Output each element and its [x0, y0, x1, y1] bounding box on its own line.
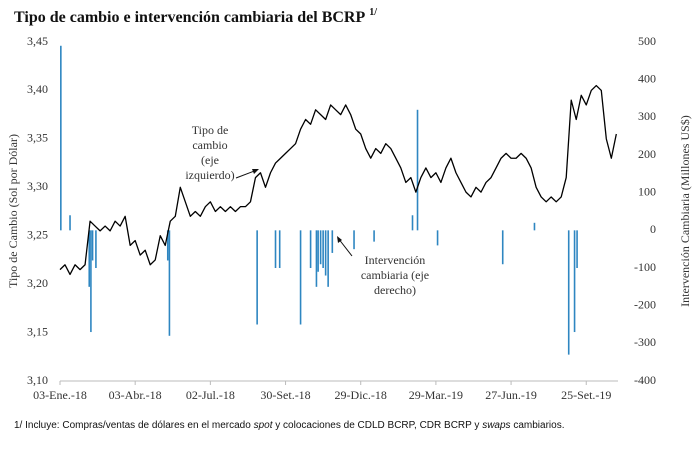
- bar: [501, 230, 504, 265]
- y2-tick-label: -200: [634, 297, 656, 311]
- bar: [90, 230, 92, 333]
- annotation-line: Tipo de: [192, 123, 229, 137]
- bar: [60, 45, 62, 231]
- bar: [322, 230, 324, 268]
- y-axis-label: Tipo de Cambio (Sol por Dólar): [6, 134, 20, 288]
- x-tick-label: 29-Mar.-19: [409, 388, 463, 402]
- footnote-part: y colocaciones de CDLD BCRP, CDR BCRP y: [272, 420, 482, 431]
- y2-tick-label: -100: [634, 260, 656, 274]
- x-tick-label: 29-Dic.-18: [335, 388, 387, 402]
- y2-tick-label: 300: [638, 109, 656, 123]
- bar: [573, 230, 576, 333]
- bar: [416, 109, 419, 231]
- x-tick-label: 03-Ene.-18: [33, 388, 87, 402]
- bar: [278, 230, 281, 268]
- y-tick-label: 3,35: [27, 131, 48, 145]
- annotation-line: cambiaria (eje: [361, 268, 429, 282]
- x-tick-label: 02-Jul.-18: [186, 388, 235, 402]
- annotation-arrowhead: [252, 169, 259, 174]
- annotation-arrowhead: [337, 236, 342, 243]
- y2-tick-label: 500: [638, 34, 656, 48]
- y-tick-label: 3,45: [27, 34, 48, 48]
- y-tick-label: 3,15: [27, 324, 48, 338]
- annotation-line: cambio: [192, 138, 227, 152]
- bar: [576, 230, 578, 268]
- y-tick-label: 3,20: [27, 276, 48, 290]
- y2-axis-label: Intervención Cambiaria (Millones US$): [678, 115, 692, 307]
- bar: [353, 230, 355, 250]
- bar: [317, 230, 319, 272]
- y2-tick-label: -400: [634, 373, 656, 387]
- footnote-part: swaps: [482, 420, 510, 431]
- y2-tick-label: 100: [638, 184, 656, 198]
- bar: [533, 222, 536, 231]
- bar: [331, 230, 334, 253]
- annotation-line: izquierdo): [185, 168, 234, 182]
- bar: [166, 230, 169, 261]
- bar: [327, 230, 329, 287]
- bar: [274, 230, 277, 268]
- bar: [373, 230, 375, 242]
- y2-tick-label: 0: [650, 222, 656, 236]
- bar: [309, 230, 312, 268]
- y-tick-label: 3,10: [27, 373, 48, 387]
- annotation-line: (eje: [201, 153, 219, 167]
- bar: [256, 230, 258, 325]
- footnote-part: spot: [254, 420, 274, 431]
- bar: [69, 215, 71, 231]
- chart-title: Tipo de cambio e intervención cambiaria …: [14, 7, 377, 25]
- annotation-line: derecho): [374, 283, 416, 297]
- bar: [319, 230, 322, 265]
- y2-tick-label: 200: [638, 147, 656, 161]
- y2-tick-label: 400: [638, 71, 656, 85]
- bar: [567, 230, 570, 355]
- line: [59, 84, 617, 276]
- bar: [324, 230, 327, 276]
- bar: [95, 230, 97, 268]
- annotation-line: Intervención: [365, 253, 426, 267]
- bar: [168, 230, 171, 336]
- x-tick-label: 30-Set.-18: [260, 388, 310, 402]
- bar: [299, 230, 302, 325]
- bar: [315, 230, 318, 287]
- x-tick-label: 27-Jun.-19: [485, 388, 537, 402]
- y-tick-label: 3,40: [27, 82, 48, 96]
- bar: [91, 230, 94, 261]
- y2-tick-label: -300: [634, 335, 656, 349]
- footnote-part: cambiarios.: [511, 420, 565, 431]
- y-tick-label: 3,30: [27, 179, 48, 193]
- y-tick-label: 3,25: [27, 227, 48, 241]
- bar: [436, 230, 439, 246]
- bar: [88, 230, 91, 287]
- bar: [411, 215, 414, 231]
- footnote-part: 1/ Incluye: Compras/ventas de dólares en…: [14, 420, 254, 431]
- x-tick-label: 25-Set.-19: [561, 388, 611, 402]
- x-tick-label: 03-Abr.-18: [109, 388, 162, 402]
- footnote: 1/ Incluye: Compras/ventas de dólares en…: [14, 420, 564, 431]
